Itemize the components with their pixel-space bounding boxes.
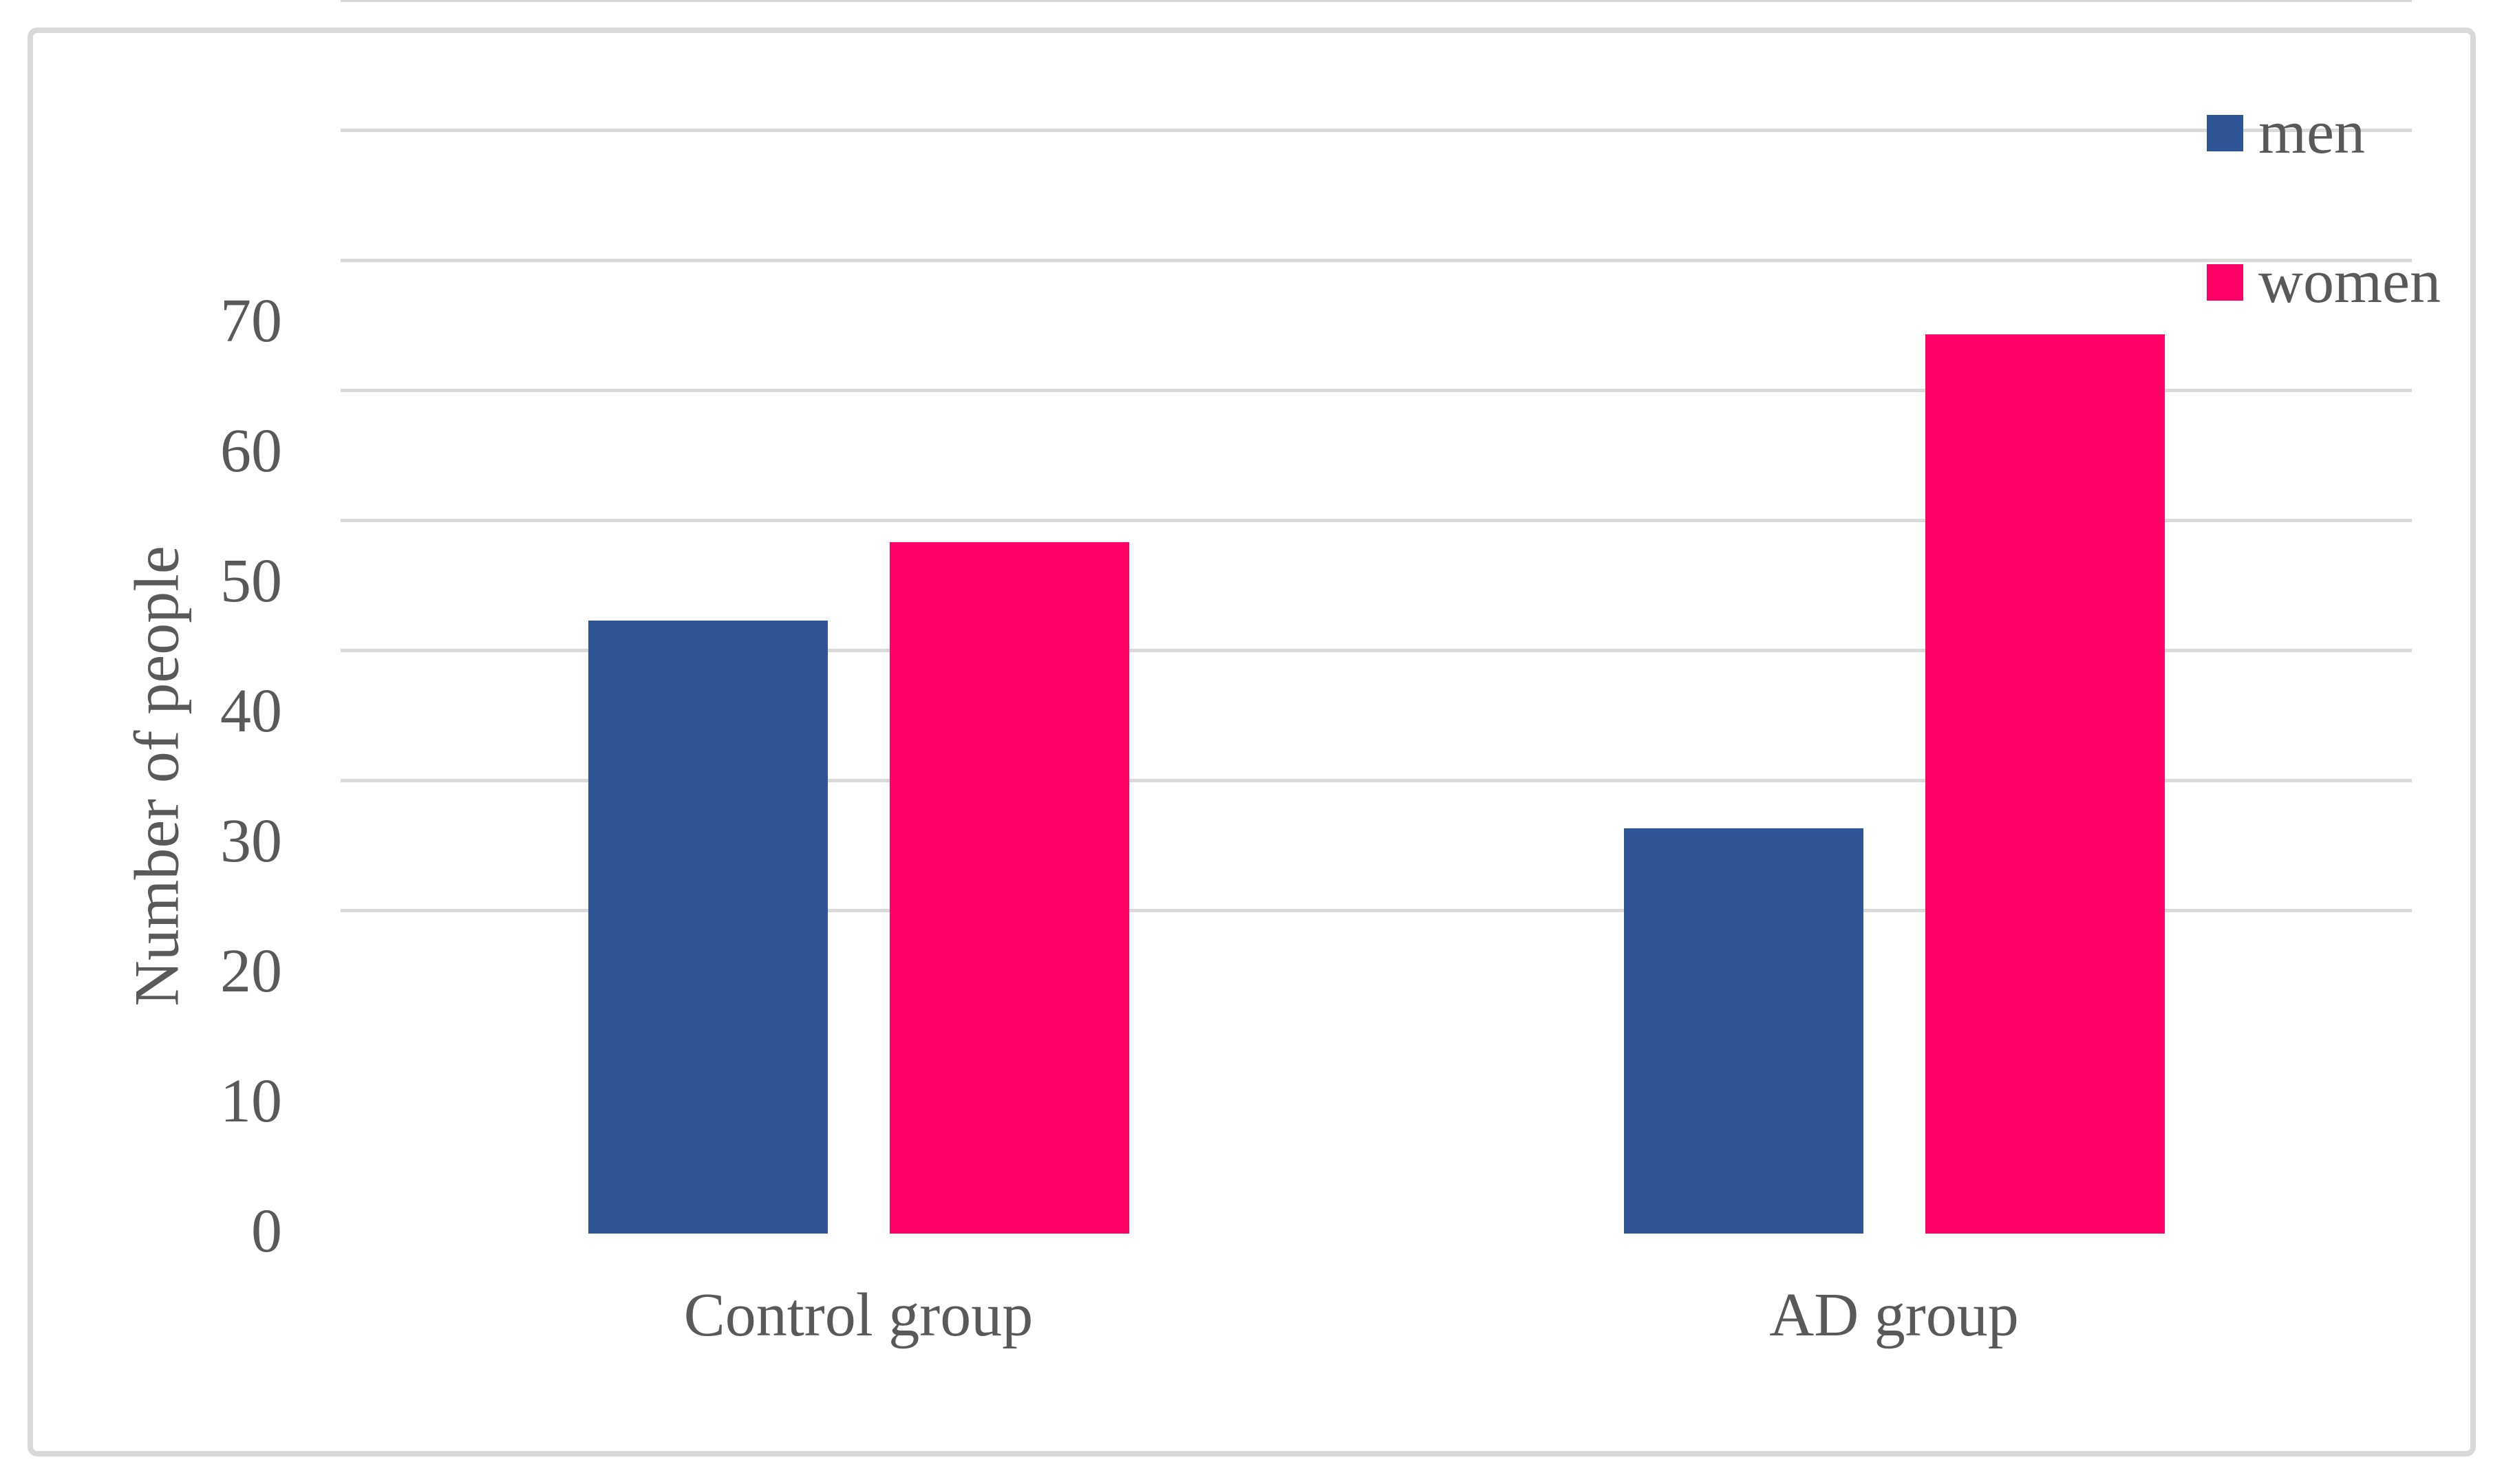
gridline-60 [341, 128, 2412, 132]
y-tick-label-40: 40 [220, 677, 282, 745]
legend-swatch-men [2207, 114, 2243, 151]
y-tick-label-50: 50 [220, 547, 282, 615]
legend-swatch-women [2207, 264, 2243, 301]
legend-label-men: men [2258, 98, 2365, 166]
gridline-50 [341, 258, 2412, 262]
gridline-70 [341, 0, 2412, 2]
legend-item-women: women [2207, 251, 2441, 313]
gridline-40 [341, 388, 2412, 392]
y-tick-label-20: 20 [220, 937, 282, 1005]
gridline-10 [341, 778, 2412, 782]
gridlines [341, 0, 2412, 1484]
y-tick-label-30: 30 [220, 807, 282, 875]
bar-women-ad-group [1925, 334, 2165, 1234]
x-category-label: AD group [1769, 1281, 2019, 1349]
y-tick-label-10: 10 [220, 1067, 282, 1135]
legend-label-women: women [2258, 248, 2441, 316]
gridline-0 [341, 908, 2412, 912]
x-category-label: Control group [683, 1281, 1034, 1349]
legend: men women [2207, 102, 2441, 313]
gridline-30 [341, 518, 2412, 522]
gridline-20 [341, 648, 2412, 652]
y-tick-label-60: 60 [220, 417, 282, 485]
legend-item-men: men [2207, 102, 2441, 164]
bar-men-control-group [588, 620, 828, 1234]
y-tick-label-70: 70 [220, 287, 282, 355]
y-tick-label-0: 0 [251, 1197, 282, 1265]
bar-men-ad-group [1623, 828, 1863, 1234]
bar-women-control-group [889, 542, 1129, 1234]
